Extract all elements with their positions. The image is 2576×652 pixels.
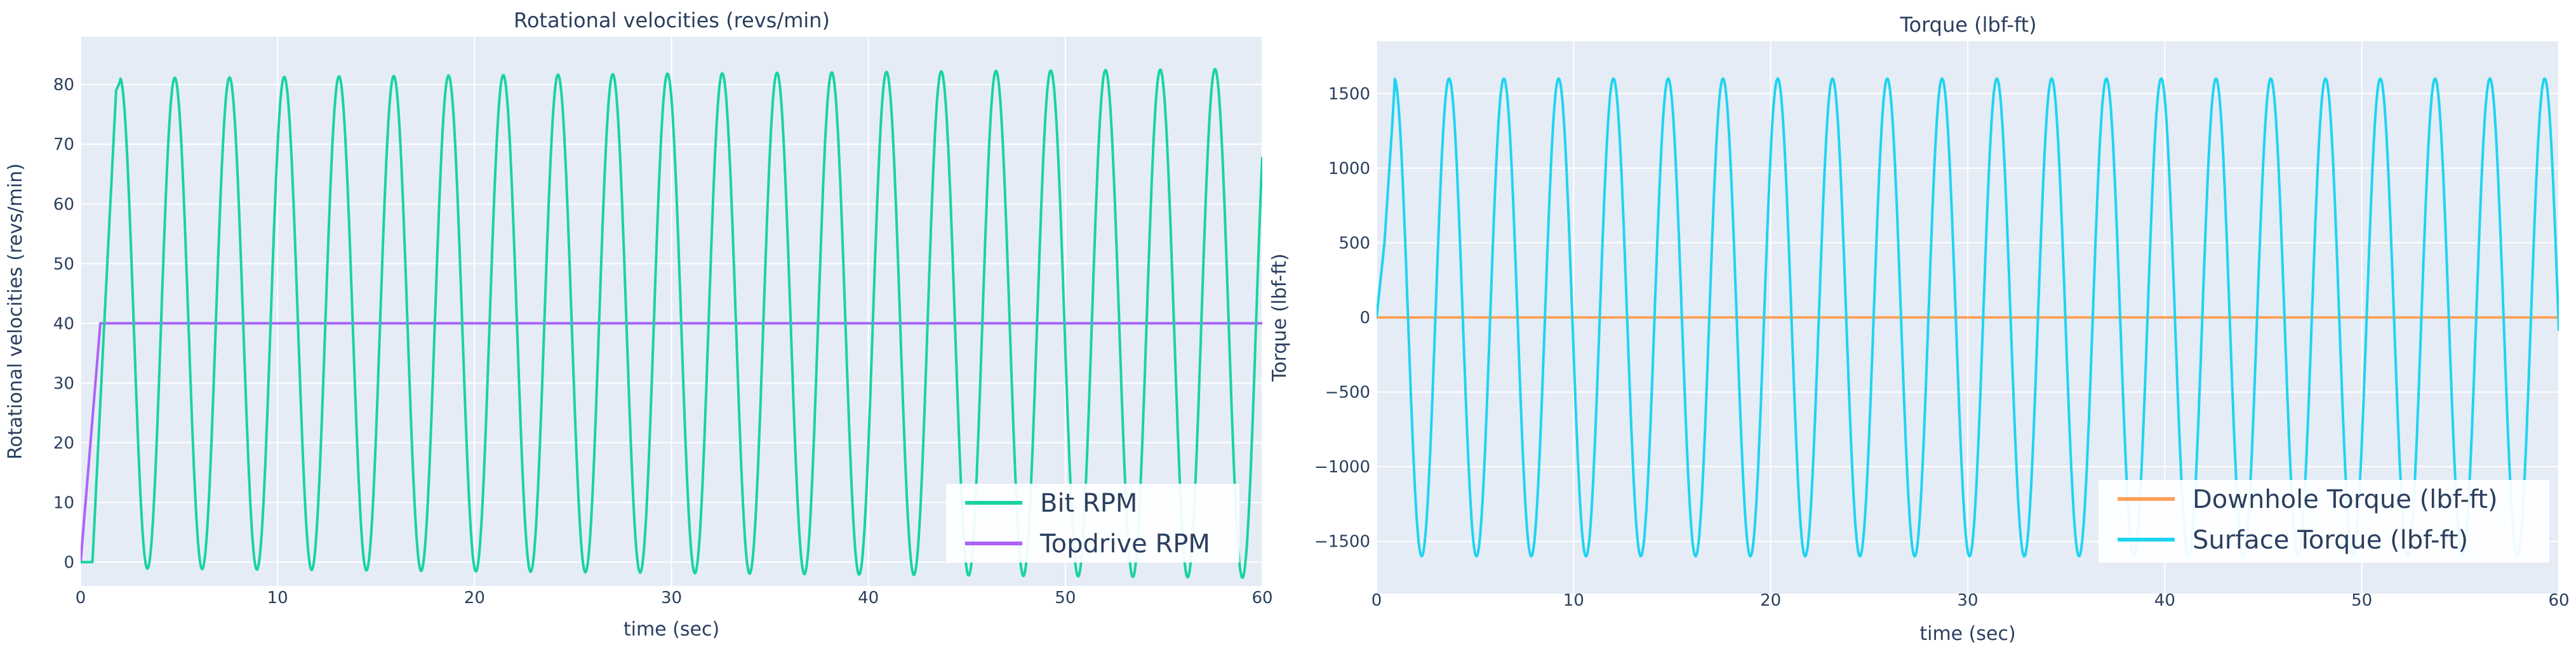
x-tick-label: 60 [2548,591,2569,610]
x-tick-label: 0 [76,589,86,608]
y-axis-title: Rotational velocities (revs/min) [4,163,27,460]
y-tick-label: 50 [53,255,74,274]
x-tick-label: 20 [464,589,485,608]
legend-item[interactable]: Surface Torque (lbf-ft) [2118,526,2468,555]
legend-label: Surface Torque (lbf-ft) [2192,526,2468,555]
legend-item[interactable]: Topdrive RPM [965,529,1210,559]
y-tick-label: 60 [53,195,74,214]
x-tick-label: 60 [1251,589,1272,608]
x-tick-label: 30 [661,589,682,608]
legend-label: Downhole Torque (lbf-ft) [2192,485,2498,514]
series-line-surface-torque-lbf-ft [1377,77,2559,558]
series-layer [1377,77,2559,558]
y-tick-label: 20 [53,434,74,453]
legend-label: Bit RPM [1040,489,1137,518]
x-axis-title: time (sec) [1919,623,2015,645]
y-tick-label: −1500 [1314,533,1370,552]
rotational-velocity-chart: 0 10 20 30 40 50 60 0 10 20 30 40 50 60 70 80 Rotational… [4,8,1273,641]
x-tick-label: 50 [2351,591,2372,610]
chart-title: Rotational velocities (revs/min) [514,8,830,32]
y-tick-label: −1000 [1314,458,1370,477]
legend-label: Topdrive RPM [1039,529,1210,559]
torque-chart: 0 10 20 30 40 50 60 −1500 −1000 −500 0 500 1000 1500 T… [1269,13,2570,645]
legend-box [946,484,1239,562]
y-tick-label: 80 [53,76,74,95]
x-tick-label: 20 [1760,591,1781,610]
y-tick-label: 1000 [1328,159,1370,178]
x-tick-label: 10 [267,589,288,608]
x-axis-title: time (sec) [624,618,719,641]
x-tick-label: 30 [1957,591,1978,610]
y-tick-label: 30 [53,374,74,393]
x-tick-label: 10 [1563,591,1584,610]
y-tick-label: 500 [1338,234,1370,253]
legend: Bit RPM Topdrive RPM [946,484,1239,562]
y-tick-label: 1500 [1328,84,1370,103]
series-line-topdrive-rpm [81,322,1262,562]
x-tick-label: 40 [2154,591,2175,610]
legend-box [2099,480,2549,562]
series-layer [81,67,1262,579]
y-tick-label: 0 [63,553,74,572]
series-line-bit-rpm [81,67,1262,579]
y-axis-title: Torque (lbf-ft) [1269,253,1291,382]
y-tick-label: 10 [53,493,74,512]
y-tick-label: −500 [1325,383,1370,403]
y-tick-label: 40 [53,314,74,333]
legend-item[interactable]: Downhole Torque (lbf-ft) [2118,485,2498,514]
x-tick-label: 0 [1371,591,1382,610]
x-tick-label: 40 [858,589,879,608]
y-tick-label: 70 [53,135,74,154]
y-tick-label: 0 [1359,309,1370,328]
legend-item[interactable]: Bit RPM [965,489,1137,518]
chart-title: Torque (lbf-ft) [1899,13,2036,37]
legend: Downhole Torque (lbf-ft) Surface Torque (… [2099,480,2549,562]
x-tick-label: 50 [1055,589,1076,608]
